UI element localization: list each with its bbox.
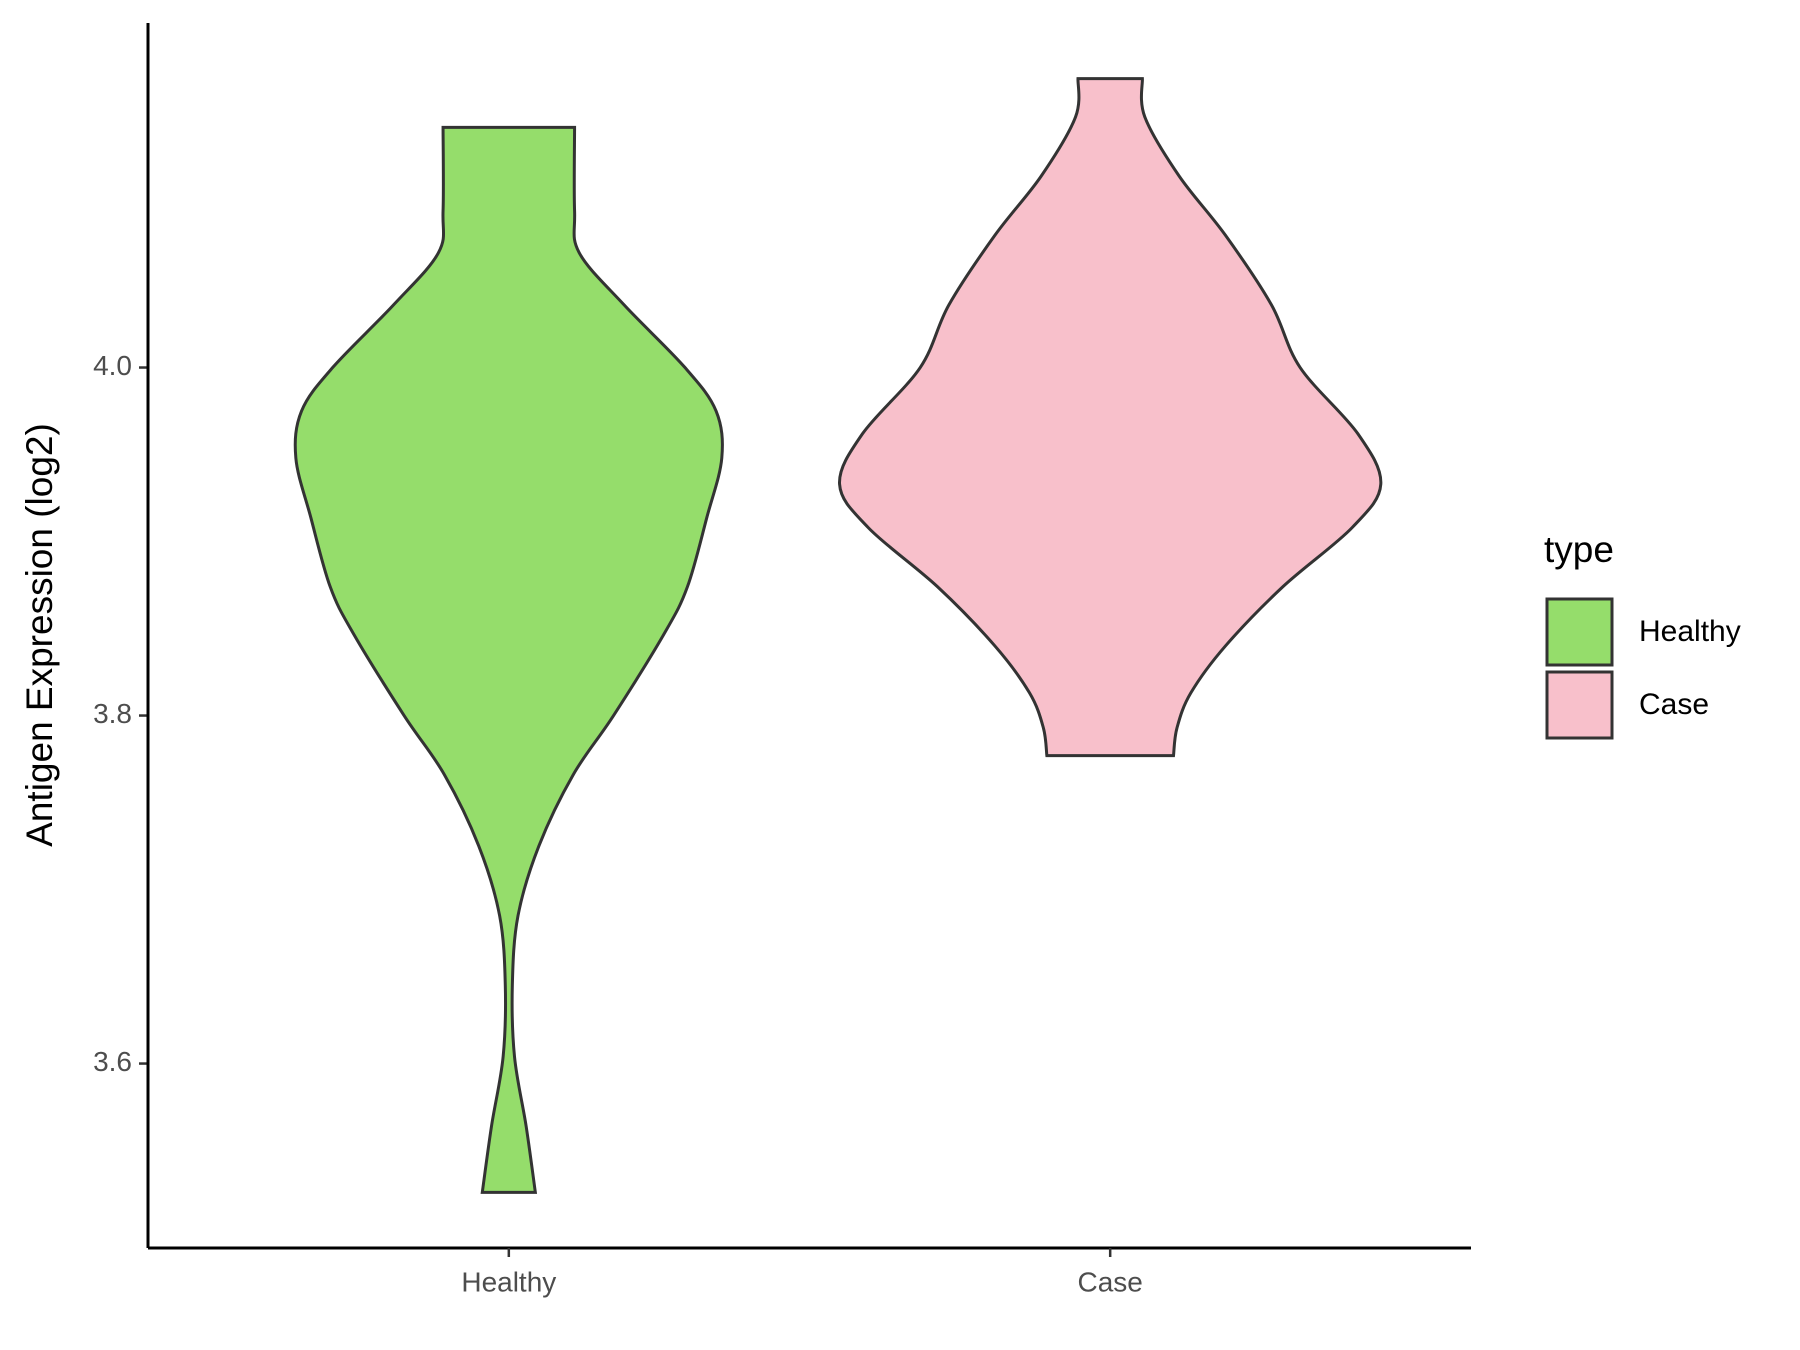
violin xyxy=(293,125,724,1194)
legend-label: Healthy xyxy=(1639,615,1741,648)
legend-key xyxy=(1545,670,1614,740)
y-tick-label: 3.6 xyxy=(93,1046,132,1077)
y-tick-label: 4.0 xyxy=(93,350,132,381)
y-tick-label: 3.8 xyxy=(93,698,132,729)
legend-key xyxy=(1545,597,1614,667)
x-tick-label: Healthy xyxy=(461,1266,556,1297)
legend-label: Case xyxy=(1639,688,1709,721)
y-axis-title: Antigen Expression (log2) xyxy=(19,423,60,847)
violin xyxy=(838,77,1383,758)
x-tick-label: Case xyxy=(1077,1266,1142,1297)
legend-title: type xyxy=(1544,529,1614,570)
